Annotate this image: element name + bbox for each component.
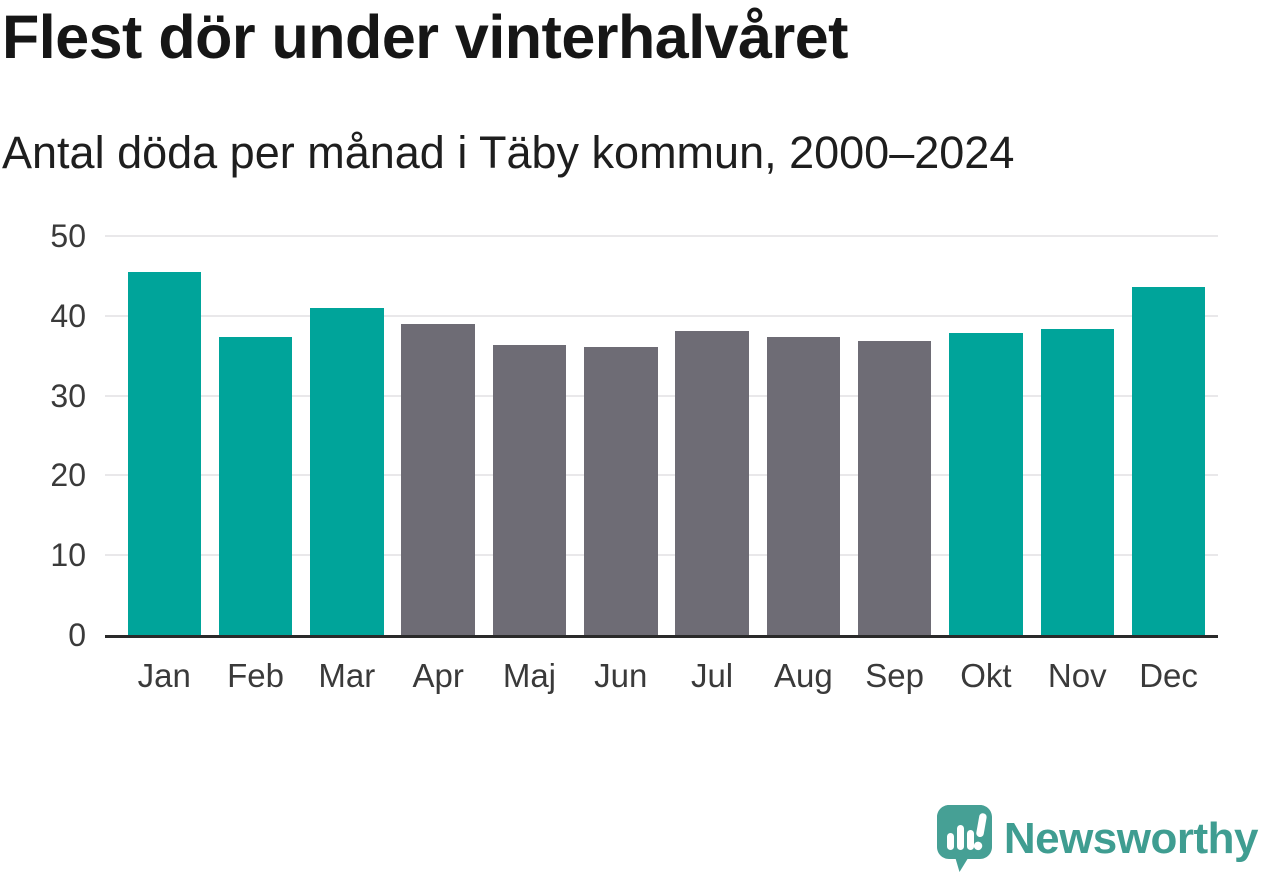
plot-area: [105, 235, 1218, 638]
x-label-dec: Dec: [1139, 657, 1198, 694]
bar-nov: [1040, 329, 1114, 635]
x-label-feb: Feb: [227, 657, 284, 694]
bar-jan: [127, 271, 201, 635]
bar-jul: [675, 330, 749, 635]
bar-dec: [1131, 287, 1206, 635]
y-tick-label-10: 10: [50, 537, 86, 574]
newsworthy-logo-icon: [936, 805, 992, 872]
bar-sep: [857, 340, 932, 635]
bar-jun: [584, 346, 658, 635]
brand-name: Newsworthy: [1003, 813, 1259, 863]
gridline-30: [105, 394, 1218, 397]
x-label-jul: Jul: [690, 657, 734, 694]
y-tick-label-40: 40: [50, 297, 86, 334]
chart-subtitle: Antal döda per månad i Täby kommun, 2000…: [2, 127, 1015, 178]
bar-apr: [401, 323, 475, 635]
gridline-20: [105, 474, 1218, 477]
chart-title: Flest dör under vinterhalvåret: [2, 3, 849, 71]
y-tick-label-30: 30: [50, 377, 86, 414]
x-label-jan: Jan: [137, 657, 191, 694]
bar-aug: [766, 336, 841, 635]
gridline-40: [105, 314, 1218, 317]
gridline-10: [105, 554, 1218, 557]
x-label-jun: Jun: [594, 657, 648, 694]
x-label-okt: Okt: [960, 657, 1012, 694]
y-tick-label-50: 50: [50, 218, 86, 254]
brand-footer: Newsworthy: [936, 804, 1259, 873]
bar-maj: [492, 344, 567, 635]
bar-okt: [949, 332, 1023, 635]
bar-mar: [310, 307, 384, 635]
x-label-nov: Nov: [1047, 657, 1107, 694]
y-tick-label-0: 0: [68, 617, 86, 653]
x-label-apr: Apr: [412, 657, 464, 694]
bar-feb: [218, 336, 293, 635]
y-tick-label-20: 20: [50, 457, 86, 494]
gridline-50: [105, 235, 1218, 237]
x-label-maj: Maj: [502, 657, 557, 694]
x-label-sep: Sep: [865, 657, 924, 694]
x-label-aug: Aug: [773, 657, 833, 694]
x-label-mar: Mar: [318, 657, 376, 694]
